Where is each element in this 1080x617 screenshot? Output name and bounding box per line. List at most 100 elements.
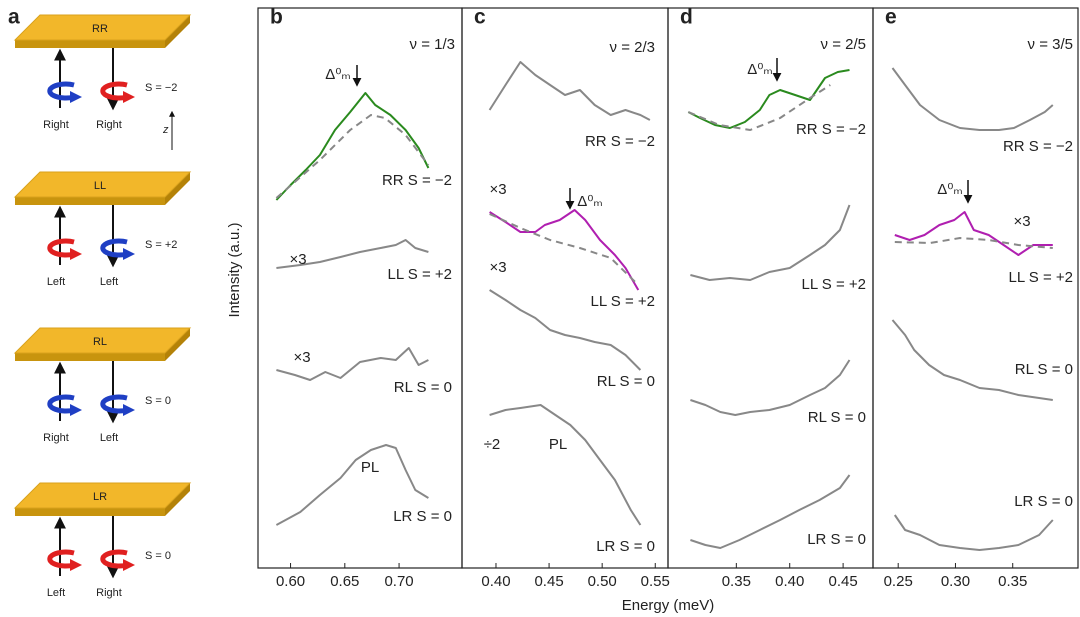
x-tick-label: 0.70 — [384, 573, 413, 590]
x-tick-label: 0.50 — [588, 573, 617, 590]
polarization-arrow — [100, 394, 128, 414]
spectrum-line — [893, 514, 1054, 551]
polarization-head — [70, 248, 82, 260]
plate-label: RR — [92, 23, 108, 35]
x-tick-label: 0.35 — [998, 573, 1027, 590]
panel-label: b — [270, 6, 283, 29]
spectrum-line — [488, 61, 651, 121]
annotation: Δ⁰ₘ — [325, 66, 350, 83]
s-label: S = +2 — [145, 239, 177, 251]
annotation: ×3 — [293, 349, 310, 366]
polarization-head — [70, 559, 82, 571]
polarization-label: Left — [47, 587, 65, 599]
polarization-label: Left — [100, 432, 118, 444]
annotation: ν = 1/3 — [410, 36, 455, 53]
plate — [13, 482, 192, 509]
curve-label: LR S = 0 — [1014, 493, 1073, 510]
plate-side — [165, 15, 190, 48]
polarization-label: Right — [96, 119, 122, 131]
plate — [13, 171, 192, 198]
polarization-label: Left — [47, 276, 65, 288]
x-tick-label: 0.45 — [534, 573, 563, 590]
plate-side — [15, 508, 165, 516]
spectrum-line — [275, 444, 429, 526]
annotation: PL — [361, 459, 379, 476]
spectrum-line — [891, 67, 1054, 131]
curve-label: LL S = +2 — [388, 266, 453, 283]
baseline-curve — [489, 213, 639, 286]
baseline-curve — [275, 114, 430, 199]
x-tick-label: 0.40 — [481, 573, 510, 590]
curve-label: LR S = 0 — [807, 531, 866, 548]
plate-side — [165, 172, 190, 205]
curve-label: RL S = 0 — [597, 373, 655, 390]
panel-frame — [257, 7, 463, 569]
polarization-head — [123, 404, 135, 416]
polarization-head — [123, 91, 135, 103]
annotation: ×3 — [489, 259, 506, 276]
spectrum-line — [690, 474, 851, 549]
plate-side — [15, 40, 165, 48]
polarization-head — [123, 559, 135, 571]
panel-label: c — [474, 6, 486, 29]
curve-label: RR S = −2 — [1003, 138, 1073, 155]
polarization-label: Right — [43, 432, 69, 444]
spectrum-line — [489, 209, 640, 291]
plate-label: LL — [94, 180, 106, 192]
x-tick-label: 0.35 — [722, 573, 751, 590]
curve-label: RR S = −2 — [382, 172, 452, 189]
annotation: PL — [549, 436, 567, 453]
annotation: ×3 — [1013, 213, 1030, 230]
curve-label: LL S = +2 — [802, 276, 867, 293]
s-label: S = 0 — [145, 550, 171, 562]
curve-label: RR S = −2 — [585, 133, 655, 150]
curve-label: LR S = 0 — [596, 538, 655, 555]
panel-frame — [872, 7, 1079, 569]
panel-label: e — [885, 6, 897, 29]
polarization-arrow — [100, 549, 128, 569]
z-label: z — [162, 124, 169, 136]
annotation: ÷2 — [484, 436, 501, 453]
curve-label: RL S = 0 — [1015, 361, 1073, 378]
x-tick-label: 0.55 — [641, 573, 670, 590]
x-tick-label: 0.65 — [330, 573, 359, 590]
spectrum-line — [687, 69, 850, 129]
curve-label: RL S = 0 — [394, 379, 452, 396]
polarization-arrow — [47, 238, 75, 258]
polarization-label: Right — [96, 587, 122, 599]
x-tick-label: 0.40 — [775, 573, 804, 590]
spectrum-line — [690, 359, 851, 416]
annotation: Δ⁰ₘ — [577, 193, 602, 210]
polarization-arrow — [100, 81, 128, 101]
polarization-arrow — [100, 238, 128, 258]
plate-side — [165, 483, 190, 516]
x-axis-label: Energy (meV) — [622, 597, 715, 614]
x-tick-label: 0.45 — [829, 573, 858, 590]
spectrum-line — [276, 239, 429, 269]
plate-label: LR — [93, 491, 107, 503]
x-tick-label: 0.30 — [941, 573, 970, 590]
curve-label: LL S = +2 — [591, 293, 656, 310]
annotation: ×3 — [489, 181, 506, 198]
annotation: ν = 2/3 — [610, 39, 655, 56]
y-axis-label: Intensity (a.u.) — [226, 222, 243, 317]
curve-label: RL S = 0 — [808, 409, 866, 426]
annotation: ×3 — [289, 251, 306, 268]
spectrum-line — [489, 404, 642, 526]
spectrum-line — [894, 211, 1053, 256]
polarization-head — [70, 404, 82, 416]
panel-label: a — [8, 6, 20, 29]
annotation: Δ⁰ₘ — [937, 181, 962, 198]
curve-label: LL S = +2 — [1009, 269, 1074, 286]
plate — [13, 327, 192, 354]
polarization-label: Right — [43, 119, 69, 131]
polarization-arrow — [47, 81, 75, 101]
plate-side — [15, 353, 165, 361]
s-label: S = −2 — [145, 82, 177, 94]
curve-label: LR S = 0 — [393, 508, 452, 525]
polarization-arrow — [47, 549, 75, 569]
spectrum-line — [276, 347, 429, 381]
annotation: ν = 3/5 — [1028, 36, 1073, 53]
baseline-curve — [687, 84, 831, 131]
